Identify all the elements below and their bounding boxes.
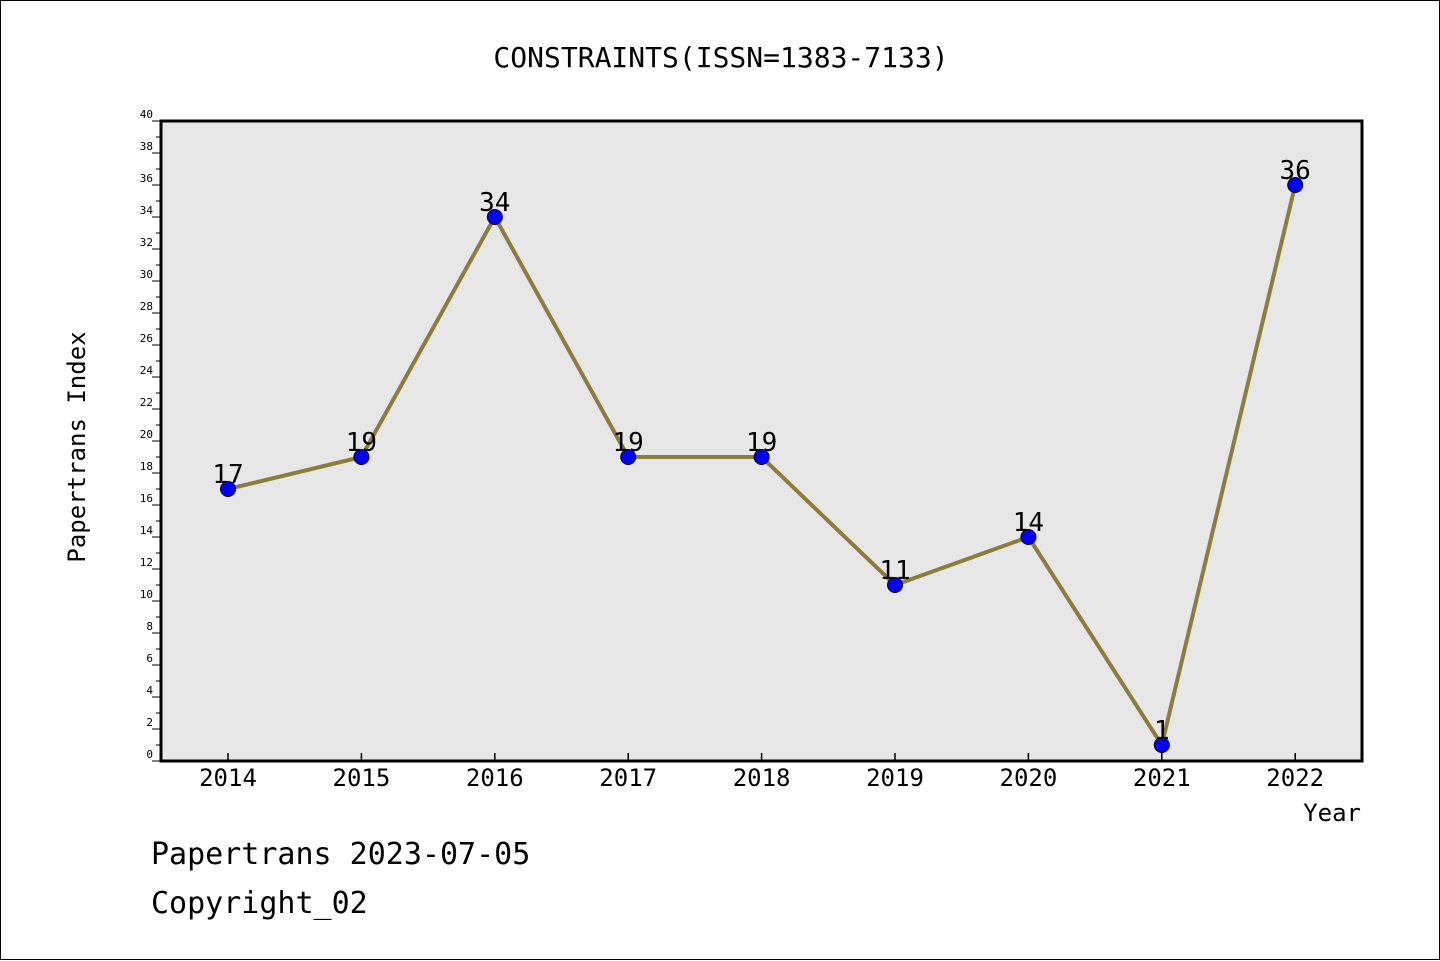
data-point bbox=[1287, 177, 1304, 193]
data-label: 19 bbox=[613, 428, 644, 458]
data-point bbox=[753, 449, 770, 465]
data-label: 19 bbox=[746, 428, 777, 458]
y-tick-label: 38 bbox=[140, 140, 153, 153]
y-tick-label: 36 bbox=[140, 172, 153, 185]
x-axis: 2014 2015 2016 2017 2018 2019 2020 2021 2022 bbox=[199, 753, 1324, 792]
data-point bbox=[220, 481, 236, 497]
data-point bbox=[1020, 529, 1037, 545]
footer-copyright: Copyright_02 bbox=[151, 886, 368, 921]
plot-area bbox=[159, 119, 1364, 763]
y-tick-label: 20 bbox=[140, 428, 153, 441]
y-tick-label: 18 bbox=[140, 460, 153, 473]
y-tick-label: 28 bbox=[140, 300, 153, 313]
data-label: 36 bbox=[1280, 156, 1311, 186]
y-tick-label: 12 bbox=[140, 556, 153, 569]
y-tick-label: 22 bbox=[140, 396, 153, 409]
y-tick-label: 4 bbox=[146, 684, 153, 697]
data-label: 14 bbox=[1013, 508, 1044, 538]
data-labels: 17 19 34 19 19 11 14 1 36 bbox=[212, 156, 1311, 746]
data-label: 1 bbox=[1154, 716, 1170, 746]
x-tick-label: 2014 bbox=[199, 764, 257, 792]
y-tick-label: 30 bbox=[140, 268, 153, 281]
data-label: 17 bbox=[212, 460, 243, 490]
data-point bbox=[1153, 737, 1170, 753]
x-axis-title: Year bbox=[1303, 799, 1361, 827]
x-tick-label: 2018 bbox=[733, 764, 791, 792]
x-tick-label: 2019 bbox=[866, 764, 924, 792]
data-label: 11 bbox=[879, 556, 910, 586]
x-tick-label: 2015 bbox=[333, 764, 391, 792]
y-tick-label: 24 bbox=[140, 364, 154, 377]
data-label: 34 bbox=[479, 188, 510, 218]
data-point bbox=[887, 577, 903, 593]
x-tick-label: 2021 bbox=[1133, 764, 1191, 792]
chart-title: CONSTRAINTS(ISSN=1383-7133) bbox=[493, 41, 948, 74]
y-tick-label: 10 bbox=[140, 588, 153, 601]
x-tick-label: 2022 bbox=[1266, 764, 1324, 792]
x-tick-label: 2017 bbox=[599, 764, 657, 792]
data-label: 19 bbox=[346, 428, 377, 458]
y-tick-label: 26 bbox=[140, 332, 153, 345]
x-tick-label: 2020 bbox=[1000, 764, 1058, 792]
y-tick-label: 16 bbox=[140, 492, 153, 505]
y-tick-label: 2 bbox=[146, 716, 153, 729]
y-tick-label: 8 bbox=[146, 620, 153, 633]
series-markers bbox=[220, 177, 1304, 753]
y-tick-label: 32 bbox=[140, 236, 153, 249]
y-tick-label: 6 bbox=[146, 652, 153, 665]
data-point bbox=[353, 449, 370, 465]
y-tick-label: 40 bbox=[140, 108, 153, 121]
data-point bbox=[620, 449, 637, 465]
data-point bbox=[486, 209, 503, 225]
y-tick-label: 0 bbox=[146, 748, 153, 761]
y-tick-label: 14 bbox=[140, 524, 154, 537]
footer-date: Papertrans 2023-07-05 bbox=[151, 837, 531, 872]
y-axis-title: Papertrans Index bbox=[63, 331, 91, 562]
x-tick-label: 2016 bbox=[466, 764, 524, 792]
y-tick-label: 34 bbox=[140, 204, 154, 217]
